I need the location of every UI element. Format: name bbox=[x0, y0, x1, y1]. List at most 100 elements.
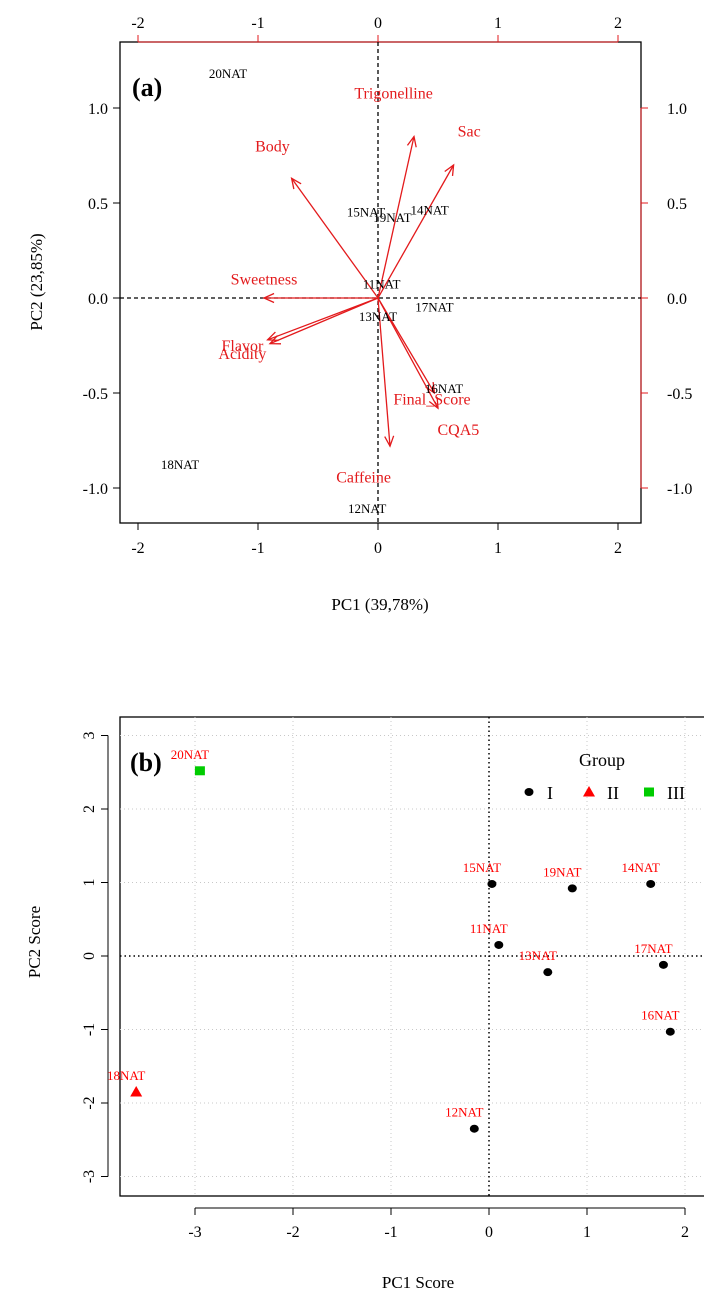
score-point-label: 16NAT bbox=[641, 1008, 679, 1023]
loading-vector-arrowhead bbox=[384, 435, 395, 448]
sample-label-a: 11NAT bbox=[363, 277, 401, 292]
x-tick-label-b: -1 bbox=[384, 1224, 397, 1241]
score-point-label: 12NAT bbox=[445, 1105, 483, 1120]
score-plot-panel-b: -3 -2 -1 0 1 2 -3 -2 -1 0 1 2 3 20NAT 15NAT 19NAT 14NAT… bbox=[25, 716, 704, 1292]
legend: Group I II III bbox=[524, 750, 685, 803]
loading-vector-line bbox=[377, 297, 391, 447]
loading-vector-label: Trigonelline bbox=[354, 86, 433, 103]
sample-label-a: 16NAT bbox=[425, 381, 463, 396]
y-tick-label-a: -0.5 bbox=[83, 386, 108, 403]
right-tick-label: 0.5 bbox=[667, 196, 687, 213]
loading-vector-label: Caffeine bbox=[336, 469, 391, 486]
y-axis-title-b: PC2 Score bbox=[25, 906, 44, 978]
right-tick-label: -1.0 bbox=[667, 481, 692, 498]
sample-label-a: 12NAT bbox=[348, 501, 386, 516]
loading-vector-line bbox=[377, 297, 439, 409]
loading-vector-label: CQA5 bbox=[438, 422, 480, 439]
sample-label-a: 20NAT bbox=[209, 66, 247, 81]
score-point-label: 13NAT bbox=[519, 948, 557, 963]
sample-label-a: 15NAT bbox=[347, 205, 385, 220]
y-tick-label-b: -3 bbox=[81, 1170, 98, 1183]
x-tick-label-a: 0 bbox=[374, 540, 382, 557]
loading-vector-line bbox=[377, 297, 435, 394]
x-tick-label-b: 2 bbox=[681, 1224, 689, 1241]
score-point bbox=[487, 879, 497, 888]
loading-vector-label: Final_Score bbox=[393, 391, 470, 408]
y-tick-label-a: 1.0 bbox=[88, 101, 108, 118]
y-tick-label-a: 0.5 bbox=[88, 196, 108, 213]
y-tick-label-b: 1 bbox=[81, 879, 98, 887]
loading-vector-label: Body bbox=[255, 139, 290, 156]
score-points: 20NAT 15NAT 19NAT 14NAT 11NAT 13NAT 17NAT 16NAT… bbox=[107, 747, 679, 1133]
panel-label-b: (b) bbox=[130, 748, 162, 777]
right-tick-label: -0.5 bbox=[667, 386, 692, 403]
x-tick-label-a: 2 bbox=[614, 540, 622, 557]
y-axis-title-a: PC2 (23,85%) bbox=[27, 233, 46, 330]
score-point-label: 18NAT bbox=[107, 1068, 145, 1083]
score-point-label: 20NAT bbox=[171, 747, 209, 762]
sample-label-a: 19NAT bbox=[373, 210, 411, 225]
score-point bbox=[543, 968, 553, 977]
legend-entry-label: II bbox=[607, 783, 619, 803]
loading-vector-arrowhead bbox=[428, 397, 439, 410]
score-point-label: 14NAT bbox=[622, 860, 660, 875]
x-tick-label-a: 1 bbox=[494, 540, 502, 557]
y-tick-label-b: -2 bbox=[81, 1096, 98, 1109]
legend-marker bbox=[524, 788, 534, 796]
top-tick-label: 0 bbox=[374, 15, 382, 32]
zero-lines-a bbox=[120, 42, 641, 523]
sample-label-a: 17NAT bbox=[415, 300, 453, 315]
score-point bbox=[469, 1124, 479, 1133]
x-tick-label-b: 0 bbox=[485, 1224, 493, 1241]
loading-vector-arrowhead bbox=[262, 292, 275, 304]
score-point bbox=[194, 766, 205, 776]
loading-vector-arrowhead bbox=[268, 335, 282, 345]
score-point bbox=[130, 1085, 143, 1097]
legend-entry-label: III bbox=[667, 783, 685, 803]
sample-label-a: 14NAT bbox=[410, 203, 448, 218]
score-point-label: 17NAT bbox=[634, 941, 672, 956]
loading-vector-line bbox=[267, 297, 379, 341]
score-point-label: 11NAT bbox=[470, 921, 508, 936]
y-tick-label-b: 2 bbox=[81, 805, 98, 813]
y-tick-label-a: -1.0 bbox=[83, 481, 108, 498]
score-point bbox=[567, 884, 577, 893]
x-axis-title-b: PC1 Score bbox=[382, 1273, 454, 1292]
x-axis-title-a: PC1 (39,78%) bbox=[331, 595, 428, 614]
score-point bbox=[658, 960, 668, 969]
legend-marker bbox=[644, 787, 654, 797]
loading-vector-arrowhead bbox=[290, 177, 302, 190]
x-tick-label-b: 1 bbox=[583, 1224, 591, 1241]
x-tick-label-a: -2 bbox=[131, 540, 144, 557]
top-tick-label: -2 bbox=[131, 15, 144, 32]
loading-vector-line bbox=[377, 136, 415, 299]
right-tick-label: 0.0 bbox=[667, 291, 687, 308]
panel-label-a: (a) bbox=[132, 73, 162, 102]
loading-vector-label: Flavor bbox=[222, 338, 264, 355]
top-tick-label: 2 bbox=[614, 15, 622, 32]
sample-label-a: 18NAT bbox=[161, 457, 199, 472]
x-tick-label-a: -1 bbox=[251, 540, 264, 557]
loading-vector-line bbox=[377, 164, 455, 299]
score-point-label: 15NAT bbox=[463, 860, 501, 875]
loading-vector-arrowhead bbox=[444, 163, 455, 177]
loading-vector-label: Acidity bbox=[218, 346, 266, 363]
y-tick-label-a: 0.0 bbox=[88, 291, 108, 308]
y-tick-label-b: 0 bbox=[81, 952, 98, 960]
y-tick-label-b: -1 bbox=[81, 1023, 98, 1036]
axes-b: -3 -2 -1 0 1 2 -3 -2 -1 0 1 2 3 bbox=[81, 732, 689, 1242]
score-point bbox=[494, 940, 504, 949]
loading-vector-label: Sweetness bbox=[231, 272, 298, 289]
score-point-label: 19NAT bbox=[543, 864, 581, 879]
right-tick-label: 1.0 bbox=[667, 101, 687, 118]
score-point bbox=[665, 1027, 675, 1036]
top-tick-label: 1 bbox=[494, 15, 502, 32]
loading-vector-line bbox=[269, 297, 379, 345]
legend-entry-label: I bbox=[547, 783, 553, 803]
grid-b bbox=[120, 717, 704, 1196]
loading-vector-line bbox=[291, 177, 379, 299]
top-tick-label: -1 bbox=[251, 15, 264, 32]
loading-vector-label: Sac bbox=[458, 124, 481, 141]
